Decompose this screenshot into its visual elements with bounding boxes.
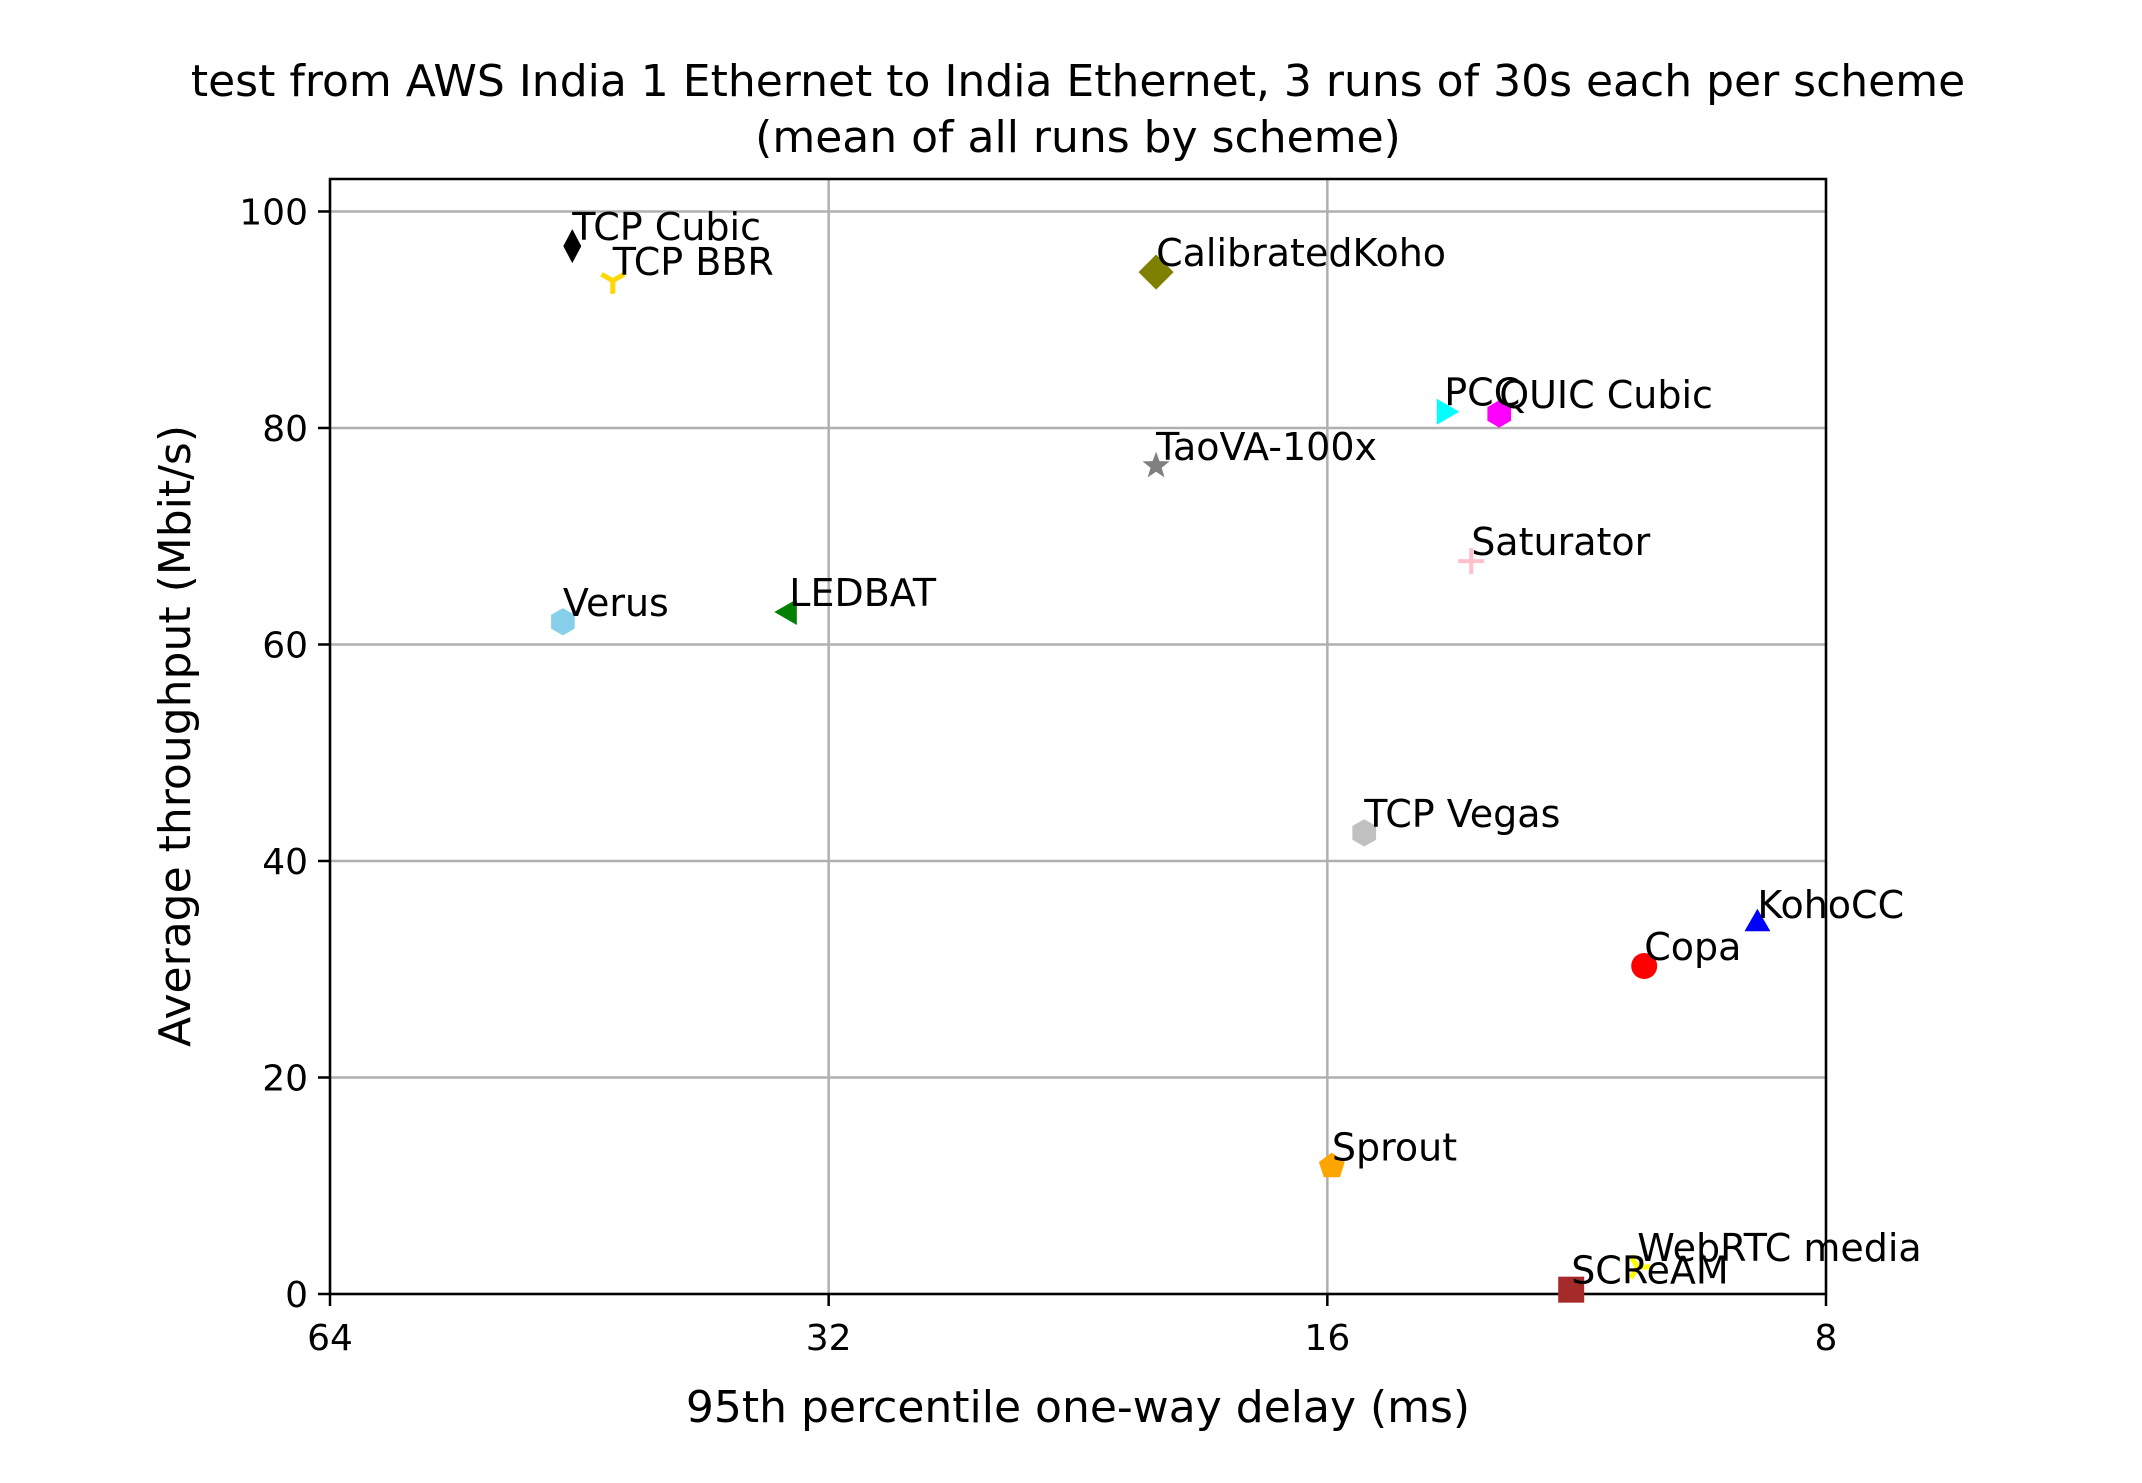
x-axis-label: 95th percentile one-way delay (ms) [686,1382,1470,1433]
point-saturator [1458,548,1485,575]
label-tcp-cubic: TCP Cubic [571,205,761,249]
x-tick-label: 64 [307,1318,353,1359]
plot-frame [328,177,1828,1296]
label-ledbat: LEDBAT [789,571,937,615]
marker-tcp-bbr-stroke [611,272,626,283]
label-verus: Verus [563,581,669,625]
label-taova-100x: TaoVA-100x [1155,425,1377,469]
marker-copa [1631,952,1658,979]
point-copa [1631,952,1658,979]
marker-calibratedkoho [1138,254,1174,290]
point-calibratedkoho [1138,254,1174,290]
point-tcp-cubic [563,229,582,264]
x-tick-label: 8 [1815,1318,1838,1359]
point-taova-100x [1142,451,1170,478]
marker-verus [551,608,575,636]
marker-pcc [1436,398,1460,425]
y-tick-label: 40 [262,842,308,883]
point-sprout [1318,1152,1345,1178]
y-tick-label: 20 [262,1058,308,1099]
label-tcp-bbr: TCP BBR [612,240,774,284]
marker-tcp-bbr-stroke [600,272,615,283]
data-points [551,229,1771,1303]
y-axis-label: Average throughput (Mbit/s) [150,425,201,1047]
marker-kohocc [1744,908,1771,932]
point-tcp-bbr [600,272,626,294]
point-kohocc [1744,908,1771,932]
label-saturator: Saturator [1471,520,1650,564]
marker-tcp-vegas [1352,819,1377,847]
label-pcc: PCC [1444,371,1520,415]
label-copa: Copa [1644,925,1741,969]
label-sprout: Sprout [1332,1125,1457,1169]
y-tick-label: 60 [262,625,308,666]
y-tick-label: 80 [262,409,308,450]
marker-scream [1558,1276,1585,1303]
marker-webrtc-media-stroke [1628,1254,1640,1269]
marker-webrtc-media-stroke [1628,1265,1640,1280]
x-tick-label: 16 [1304,1318,1350,1359]
label-tcp-vegas: TCP Vegas [1363,792,1560,836]
marker-tcp-cubic [563,229,582,264]
x-tick-label: 32 [806,1318,852,1359]
point-tcp-vegas [1352,819,1377,847]
label-kohocc: KohoCC [1757,883,1904,927]
label-scream: SCReAM [1571,1249,1729,1293]
y-tick-label: 100 [239,192,308,233]
point-pcc [1436,398,1460,425]
marker-quic-cubic [1487,400,1511,428]
y-tick-label: 0 [285,1275,308,1316]
point-verus [551,608,575,636]
label-quic-cubic: QUIC Cubic [1499,373,1713,417]
point-ledbat [774,599,797,625]
marker-ledbat [774,599,797,625]
label-calibratedkoho: CalibratedKoho [1156,231,1446,275]
marker-taova-100x [1142,451,1170,478]
chart-subtitle: (mean of all runs by scheme) [755,112,1401,163]
label-webrtc-media: WebRTC media [1637,1226,1921,1270]
grid [328,179,1828,1296]
point-quic-cubic [1487,400,1511,428]
point-webrtc-media [1628,1254,1651,1280]
marker-sprout [1318,1152,1345,1178]
chart-title: test from AWS India 1 Ethernet to India … [191,56,1965,107]
point-scream [1558,1276,1585,1303]
